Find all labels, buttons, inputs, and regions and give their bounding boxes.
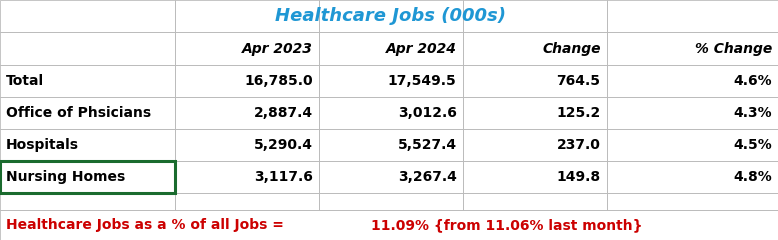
Bar — [0, 65, 175, 97]
Bar — [175, 65, 319, 97]
Text: Apr 2023: Apr 2023 — [242, 42, 313, 55]
Bar — [0, 193, 175, 210]
Bar — [319, 32, 463, 65]
Bar — [319, 65, 463, 97]
Bar — [607, 97, 778, 129]
Text: Healthcare Jobs as a % of all Jobs =: Healthcare Jobs as a % of all Jobs = — [6, 218, 289, 232]
Text: Nursing Homes: Nursing Homes — [6, 170, 125, 184]
Bar — [463, 193, 607, 210]
Text: 4.8%: 4.8% — [733, 170, 772, 184]
Text: 4.5%: 4.5% — [733, 138, 772, 152]
Bar — [175, 193, 319, 210]
Text: % Change: % Change — [695, 42, 772, 55]
Text: 3,117.6: 3,117.6 — [254, 170, 313, 184]
Text: 2,887.4: 2,887.4 — [254, 106, 313, 120]
Bar — [0, 97, 175, 129]
Bar — [0, 210, 778, 240]
Bar — [0, 32, 175, 65]
Text: Hospitals: Hospitals — [6, 138, 79, 152]
Bar — [175, 32, 319, 65]
Text: 11.09% {from 11.06% last month}: 11.09% {from 11.06% last month} — [371, 218, 643, 232]
Bar — [463, 0, 607, 32]
Text: 4.6%: 4.6% — [733, 74, 772, 88]
Bar — [463, 97, 607, 129]
Bar — [463, 129, 607, 161]
Text: Apr 2024: Apr 2024 — [386, 42, 457, 55]
Text: 3,012.6: 3,012.6 — [398, 106, 457, 120]
Text: 237.0: 237.0 — [557, 138, 601, 152]
Bar — [607, 193, 778, 210]
Bar — [607, 129, 778, 161]
Text: 3,267.4: 3,267.4 — [398, 170, 457, 184]
Text: Healthcare Jobs (000s): Healthcare Jobs (000s) — [275, 7, 506, 25]
Bar — [607, 65, 778, 97]
Text: 17,549.5: 17,549.5 — [388, 74, 457, 88]
Bar — [319, 97, 463, 129]
Bar — [319, 129, 463, 161]
Text: 149.8: 149.8 — [556, 170, 601, 184]
Bar — [319, 193, 463, 210]
Bar — [175, 0, 319, 32]
Bar — [0, 161, 175, 193]
Bar — [607, 32, 778, 65]
Bar — [0, 0, 175, 32]
Bar — [0, 129, 175, 161]
Bar — [175, 129, 319, 161]
Text: 5,527.4: 5,527.4 — [398, 138, 457, 152]
Bar — [319, 0, 463, 32]
Text: 764.5: 764.5 — [556, 74, 601, 88]
Text: Total: Total — [6, 74, 44, 88]
Text: 4.3%: 4.3% — [733, 106, 772, 120]
Bar — [319, 161, 463, 193]
Bar — [607, 0, 778, 32]
Text: 5,290.4: 5,290.4 — [254, 138, 313, 152]
Bar — [607, 161, 778, 193]
Text: Change: Change — [542, 42, 601, 55]
Bar — [175, 161, 319, 193]
Bar — [0, 161, 175, 193]
Bar — [175, 97, 319, 129]
Bar — [463, 32, 607, 65]
Text: Office of Phsicians: Office of Phsicians — [6, 106, 152, 120]
Bar — [463, 65, 607, 97]
Text: 16,785.0: 16,785.0 — [244, 74, 313, 88]
Text: 125.2: 125.2 — [556, 106, 601, 120]
Bar — [463, 161, 607, 193]
